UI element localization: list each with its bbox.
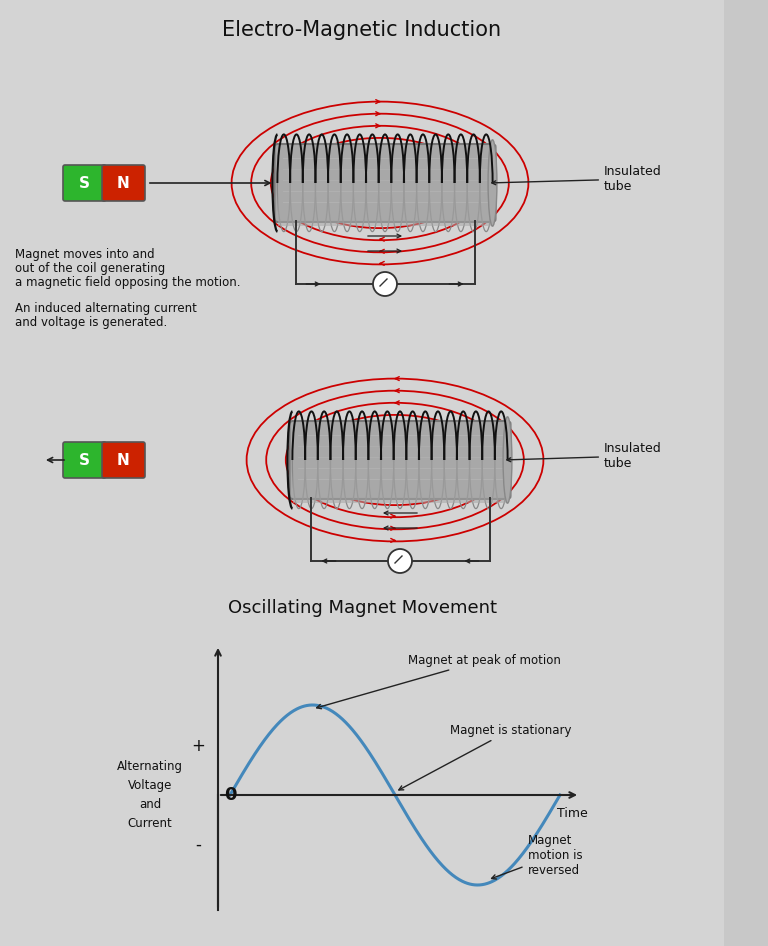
Text: a magnetic field opposing the motion.: a magnetic field opposing the motion. bbox=[15, 276, 240, 289]
FancyBboxPatch shape bbox=[102, 442, 145, 478]
Text: Magnet moves into and: Magnet moves into and bbox=[15, 248, 154, 261]
Bar bbox=[724, 0, 768, 946]
Text: and voltage is generated.: and voltage is generated. bbox=[15, 316, 167, 329]
Circle shape bbox=[388, 549, 412, 573]
FancyBboxPatch shape bbox=[290, 421, 511, 499]
Circle shape bbox=[373, 272, 397, 296]
Text: 0: 0 bbox=[223, 786, 237, 804]
FancyBboxPatch shape bbox=[102, 165, 145, 201]
Text: Insulated
tube: Insulated tube bbox=[507, 442, 662, 470]
Text: Magnet
motion is
reversed: Magnet motion is reversed bbox=[492, 833, 582, 879]
Ellipse shape bbox=[488, 140, 497, 226]
Text: Time: Time bbox=[557, 807, 588, 819]
Text: S: S bbox=[79, 176, 90, 190]
FancyBboxPatch shape bbox=[63, 442, 106, 478]
Text: Magnet at peak of motion: Magnet at peak of motion bbox=[316, 654, 561, 709]
Text: Magnet is stationary: Magnet is stationary bbox=[399, 724, 571, 790]
Text: Electro-Magnetic Induction: Electro-Magnetic Induction bbox=[223, 20, 502, 40]
Text: Oscillating Magnet Movement: Oscillating Magnet Movement bbox=[227, 599, 496, 617]
Text: +: + bbox=[191, 737, 205, 755]
Text: S: S bbox=[79, 452, 90, 467]
FancyBboxPatch shape bbox=[274, 144, 495, 222]
Text: out of the coil generating: out of the coil generating bbox=[15, 262, 165, 275]
Ellipse shape bbox=[503, 417, 512, 503]
Text: Alternating
Voltage
and
Current: Alternating Voltage and Current bbox=[117, 760, 183, 830]
Bar bbox=[293, 446, 508, 503]
Text: N: N bbox=[118, 176, 130, 190]
Text: An induced alternating current: An induced alternating current bbox=[15, 302, 197, 315]
Bar bbox=[277, 168, 492, 226]
Text: N: N bbox=[118, 452, 130, 467]
Text: Insulated
tube: Insulated tube bbox=[492, 165, 662, 193]
FancyBboxPatch shape bbox=[63, 165, 106, 201]
Text: -: - bbox=[195, 835, 201, 853]
